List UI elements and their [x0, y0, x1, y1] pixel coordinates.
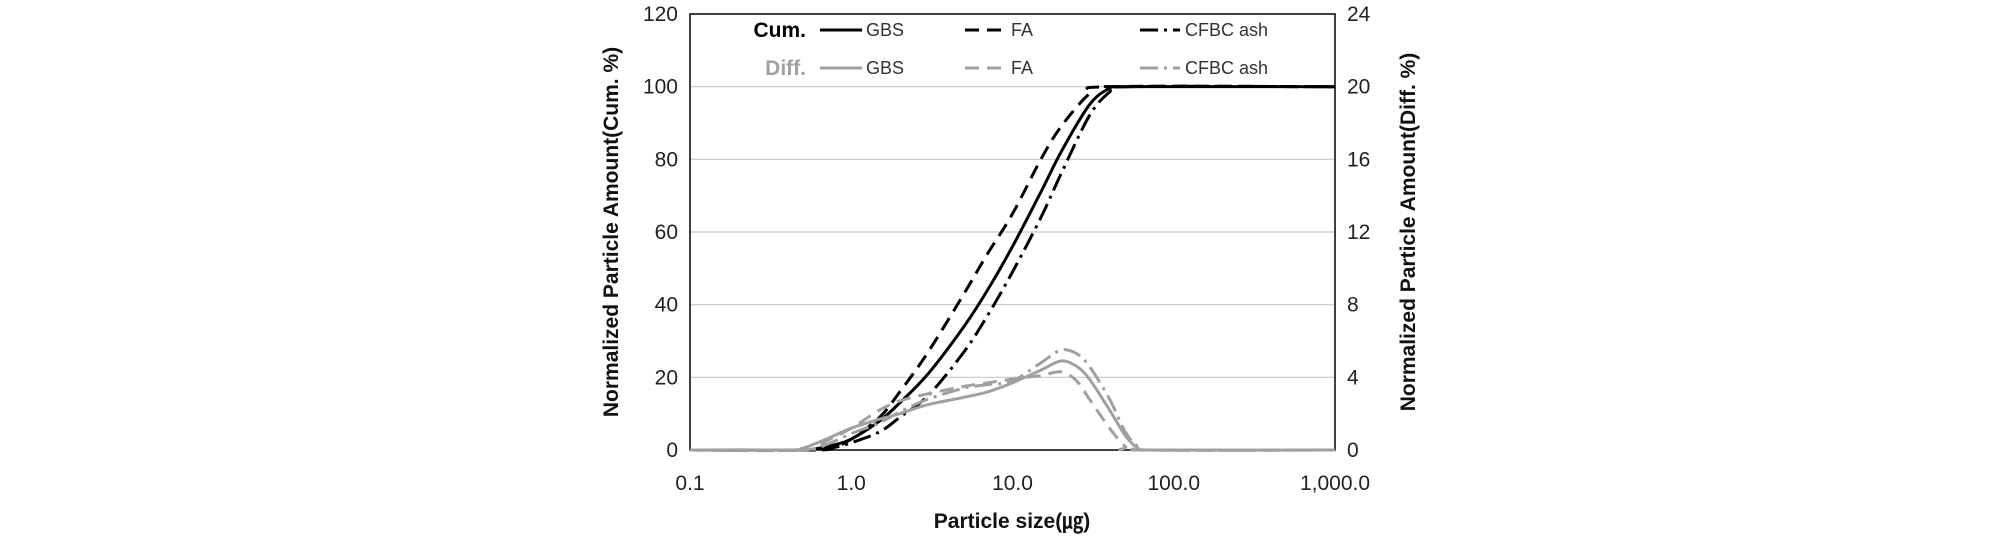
y-tick-label-right: 16: [1347, 148, 1370, 171]
y-tick-label-left: 120: [643, 3, 678, 26]
series-cum-cfbc-ash-line: [689, 84, 1336, 452]
series-diff-cfbc-ash-line: [689, 348, 1336, 452]
y-tick-label-left: 20: [655, 366, 678, 389]
y-tick-label-right: 0: [1347, 439, 1359, 462]
y-axis-title-right: Normalized Particle Amount(Diff. %): [1397, 53, 1420, 412]
y-tick-label-right: 24: [1347, 3, 1371, 26]
series-layer: [689, 84, 1336, 453]
x-tick-label: 1,000.0: [1300, 472, 1370, 495]
series-cum-fa-line: [689, 84, 1336, 452]
y-tick-label-left: 80: [655, 148, 678, 171]
x-axis-title: Particle size(㎍): [934, 510, 1090, 535]
tick-labels: 0 20 40 60 80 100 120 0 4 8 12 16 20 24 0.1 1.0 10.0 100.…: [643, 3, 1371, 495]
series-diff-fa-line: [689, 370, 1336, 453]
legend-label: GBS: [866, 58, 904, 78]
legend-label: FA: [1011, 20, 1033, 40]
y-tick-label-right: 4: [1347, 366, 1359, 389]
y-tick-label-right: 12: [1347, 221, 1370, 244]
gridlines: [690, 86, 1335, 378]
y-tick-label-left: 60: [655, 221, 678, 244]
series-diff-gbs-line: [689, 359, 1336, 452]
x-tick-label: 0.1: [675, 472, 704, 495]
x-tick-label: 10.0: [992, 472, 1033, 495]
y-tick-label-right: 20: [1347, 76, 1370, 99]
legend-label: GBS: [866, 20, 904, 40]
legend-label: CFBC ash: [1185, 20, 1268, 40]
x-tick-label: 100.0: [1147, 472, 1200, 495]
y-tick-label-left: 0: [666, 439, 678, 462]
plot-area: [689, 13, 1336, 451]
y-axis-title-left: Normalized Particle Amount(Cum. %): [600, 47, 623, 417]
y-tick-label-left: 40: [655, 294, 678, 317]
y-tick-label-left: 100: [643, 76, 678, 99]
legend-label: FA: [1011, 58, 1033, 78]
legend-label: CFBC ash: [1185, 58, 1268, 78]
y-tick-label-right: 8: [1347, 294, 1359, 317]
legend-heading: Diff.: [765, 57, 806, 80]
legend-heading: Cum.: [754, 19, 807, 42]
x-tick-label: 1.0: [837, 472, 866, 495]
legend: Cum. GBS FA CFBC ash Diff. GBS FA CFBC ash: [754, 19, 1269, 80]
series-cum-gbs-line: [689, 85, 1336, 452]
